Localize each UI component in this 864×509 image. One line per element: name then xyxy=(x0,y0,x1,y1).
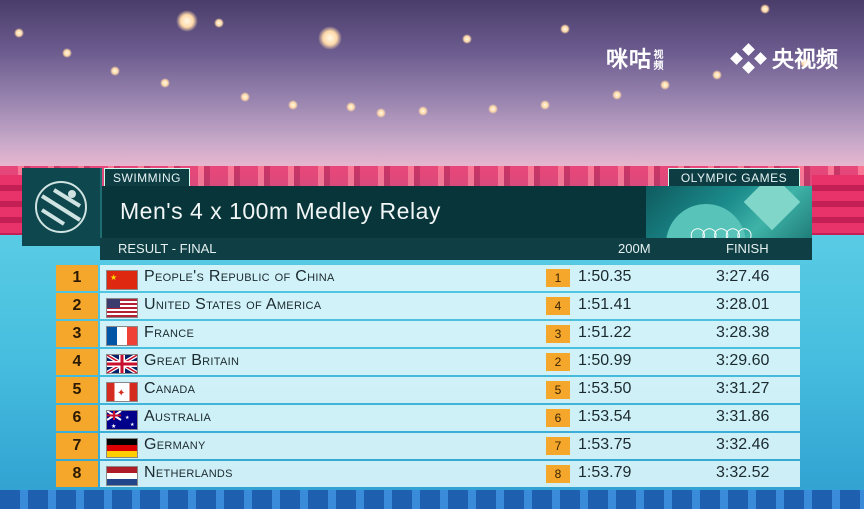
finish-time: 3:28.38 xyxy=(716,324,770,341)
result-bar: Netherlands 8 1:53.79 3:32.52 xyxy=(100,461,800,487)
event-title: Men's 4 x 100m Medley Relay xyxy=(120,198,441,224)
rank-badge: 5 xyxy=(56,377,98,403)
result-bar: France 3 1:51.22 3:28.38 xyxy=(100,321,800,347)
split-time: 1:50.35 xyxy=(578,268,632,285)
split-time: 1:53.75 xyxy=(578,436,632,453)
split-position: 2 xyxy=(546,353,570,371)
rank-badge: 1 xyxy=(56,265,98,291)
country-name: Canada xyxy=(144,380,196,397)
split-position: 1 xyxy=(546,269,570,287)
result-row: 4 Great Britain 2 1:50.99 3:29.60 xyxy=(56,348,800,376)
cctv-mark-icon xyxy=(730,43,767,74)
split-column-header: 200M xyxy=(618,241,651,256)
finish-time: 3:32.52 xyxy=(716,464,770,481)
result-bar: ★ ★ ★ Australia 6 1:53.54 3:31.86 xyxy=(100,405,800,431)
result-bar: Great Britain 2 1:50.99 3:29.60 xyxy=(100,349,800,375)
cctv-logo-text: 央视频 xyxy=(772,47,839,72)
rank-badge: 7 xyxy=(56,433,98,459)
swimming-pictogram-icon xyxy=(22,168,102,246)
lane-rope-right xyxy=(812,175,864,235)
country-name: People's Republic of China xyxy=(144,268,335,285)
rank-badge: 2 xyxy=(56,293,98,319)
rank-badge: 6 xyxy=(56,405,98,431)
cctv-video-logo: 央视频 xyxy=(730,42,839,74)
lane-rope xyxy=(0,166,864,188)
result-row: 1 ★ People's Republic of China 1 1:50.35… xyxy=(56,264,800,292)
result-row: 6 ★ ★ ★ Australia 6 1:53.54 3:31.86 xyxy=(56,404,800,432)
svg-text:★: ★ xyxy=(110,273,117,282)
sport-tag: SWIMMING xyxy=(104,168,190,188)
result-bar: United States of America 4 1:51.41 3:28.… xyxy=(100,293,800,319)
result-row: 3 France 3 1:51.22 3:28.38 xyxy=(56,320,800,348)
results-header: Men's 4 x 100m Medley Relay xyxy=(22,186,812,238)
finish-time: 3:32.46 xyxy=(716,436,770,453)
finish-column-header: FINISH xyxy=(726,241,769,256)
germany-flag-icon xyxy=(106,438,138,458)
usa-flag-icon xyxy=(106,298,138,318)
split-time: 1:50.99 xyxy=(578,352,632,369)
results-list: 1 ★ People's Republic of China 1 1:50.35… xyxy=(56,264,800,488)
pool-edge xyxy=(0,490,864,509)
finish-time: 3:29.60 xyxy=(716,352,770,369)
france-flag-icon xyxy=(106,326,138,346)
rank-badge: 3 xyxy=(56,321,98,347)
gb-flag-icon xyxy=(106,354,138,374)
split-time: 1:53.54 xyxy=(578,408,632,425)
migu-logo-sub: 视频 xyxy=(653,50,665,73)
split-position: 4 xyxy=(546,297,570,315)
finish-time: 3:28.01 xyxy=(716,296,770,313)
china-flag-icon: ★ xyxy=(106,270,138,290)
netherlands-flag-icon xyxy=(106,466,138,486)
result-row: 2 United States of America 4 1:51.41 3:2… xyxy=(56,292,800,320)
result-label: RESULT - FINAL xyxy=(118,241,217,256)
svg-text:✦: ✦ xyxy=(117,388,125,399)
games-art-graphic xyxy=(646,186,812,238)
split-time: 1:51.22 xyxy=(578,324,632,341)
split-position: 5 xyxy=(546,381,570,399)
finish-time: 3:31.86 xyxy=(716,408,770,425)
migu-video-logo: 咪咕 视频 xyxy=(606,47,665,73)
results-subheader: RESULT - FINAL 200M FINISH xyxy=(100,238,812,260)
split-position: 3 xyxy=(546,325,570,343)
country-name: France xyxy=(144,324,195,341)
result-bar: Germany 7 1:53.75 3:32.46 xyxy=(100,433,800,459)
result-row: 8 Netherlands 8 1:53.79 3:32.52 xyxy=(56,460,800,488)
games-tag: OLYMPIC GAMES xyxy=(668,168,800,188)
result-bar: ✦ Canada 5 1:53.50 3:31.27 xyxy=(100,377,800,403)
split-position: 6 xyxy=(546,409,570,427)
rank-badge: 4 xyxy=(56,349,98,375)
country-name: United States of America xyxy=(144,296,322,313)
split-time: 1:53.79 xyxy=(578,464,632,481)
arena-lights xyxy=(0,0,864,150)
svg-text:★: ★ xyxy=(111,423,116,429)
country-name: Germany xyxy=(144,436,206,453)
australia-flag-icon: ★ ★ ★ xyxy=(106,410,138,430)
split-position: 7 xyxy=(546,437,570,455)
country-name: Netherlands xyxy=(144,464,233,481)
result-row: 5 ✦ Canada 5 1:53.50 3:31.27 xyxy=(56,376,800,404)
result-bar: ★ People's Republic of China 1 1:50.35 3… xyxy=(100,265,800,291)
result-row: 7 Germany 7 1:53.75 3:32.46 xyxy=(56,432,800,460)
lane-rope-left xyxy=(0,175,22,235)
canada-flag-icon: ✦ xyxy=(106,382,138,402)
finish-time: 3:31.27 xyxy=(716,380,770,397)
finish-time: 3:27.46 xyxy=(716,268,770,285)
split-position: 8 xyxy=(546,465,570,483)
svg-text:★: ★ xyxy=(125,415,130,421)
country-name: Great Britain xyxy=(144,352,240,369)
split-time: 1:51.41 xyxy=(578,296,632,313)
country-name: Australia xyxy=(144,408,212,425)
rank-badge: 8 xyxy=(56,461,98,487)
svg-text:★: ★ xyxy=(130,422,135,428)
split-time: 1:53.50 xyxy=(578,380,632,397)
